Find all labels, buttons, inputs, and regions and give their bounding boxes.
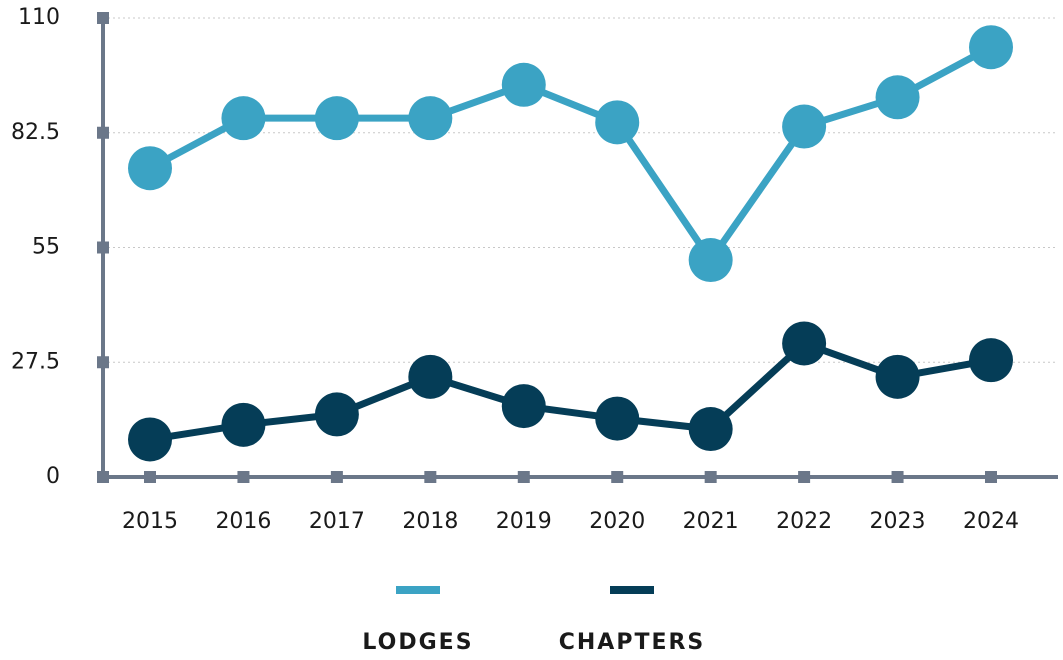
x-tick-mark: [144, 471, 156, 483]
y-tick-label: 27.5: [11, 349, 60, 374]
x-tick-mark: [330, 471, 343, 483]
data-point: [314, 392, 359, 437]
data-point: [688, 238, 733, 283]
x-tick-label: 2020: [589, 509, 645, 534]
series-line: [149, 339, 992, 443]
x-tick-label: 2022: [776, 509, 832, 534]
data-point: [501, 384, 546, 429]
data-point: [875, 354, 920, 399]
data-point: [595, 100, 640, 145]
data-point: [501, 62, 546, 107]
x-tick-mark: [704, 471, 717, 483]
y-tick-label: 110: [18, 5, 60, 30]
series-line: [148, 44, 993, 264]
x-tick-mark: [891, 471, 904, 483]
data-point: [782, 104, 827, 149]
x-tick-mark: [985, 471, 997, 483]
data-point: [969, 338, 1013, 383]
y-tick-mark: [97, 356, 109, 369]
y-tick-mark: [97, 471, 109, 483]
y-tick-label: 0: [46, 464, 60, 489]
x-tick-label: 2015: [122, 509, 178, 534]
data-point: [221, 96, 266, 141]
x-tick-label: 2019: [496, 509, 552, 534]
data-point: [408, 354, 453, 399]
data-point: [128, 417, 172, 462]
x-tick-mark: [798, 471, 811, 483]
x-tick-mark: [517, 471, 530, 483]
x-tick-label: 2021: [683, 509, 739, 534]
x-tick-mark: [237, 471, 250, 483]
x-tick-mark: [424, 471, 437, 483]
x-tick-label: 2018: [402, 509, 458, 534]
y-tick-mark: [97, 241, 109, 254]
legend-label: CHAPTERS: [559, 630, 706, 655]
x-tick-label: 2016: [215, 509, 271, 534]
data-point: [782, 321, 827, 366]
legend-label: LODGES: [362, 630, 473, 655]
y-tick-mark: [97, 12, 109, 24]
data-point: [128, 146, 172, 191]
data-point: [595, 396, 640, 441]
data-point: [688, 407, 733, 452]
data-point: [875, 75, 920, 120]
x-tick-label: 2023: [870, 509, 926, 534]
x-tick-label: 2017: [309, 509, 365, 534]
x-tick-mark: [611, 471, 624, 483]
data-point: [969, 25, 1013, 70]
data-point: [221, 402, 266, 447]
y-tick-label: 82.5: [11, 120, 60, 145]
data-point: [314, 96, 359, 141]
x-tick-label: 2024: [963, 509, 1019, 534]
data-point: [408, 96, 453, 141]
y-tick-mark: [97, 126, 109, 139]
y-tick-label: 55: [32, 235, 60, 260]
